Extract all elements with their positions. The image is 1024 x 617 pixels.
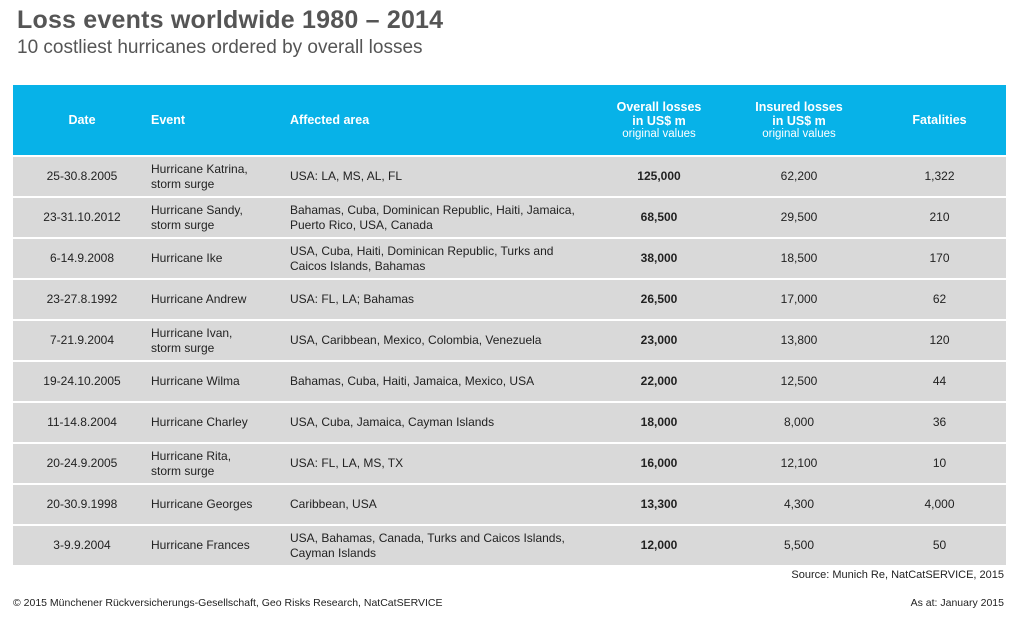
cell-fatalities: 210 xyxy=(873,196,1006,237)
cell-event: Hurricane Frances xyxy=(151,524,290,565)
cell-affected-area: USA: LA, MS, AL, FL xyxy=(290,155,593,196)
cell-event: Hurricane Georges xyxy=(151,483,290,524)
cell-date: 23-27.8.1992 xyxy=(13,278,151,319)
cell-fatalities: 170 xyxy=(873,237,1006,278)
table-row: 23-31.10.2012 Hurricane Sandy, storm surg… xyxy=(13,196,1006,237)
cell-event: Hurricane Katrina, storm surge xyxy=(151,155,290,196)
col-header-affected-area: Affected area xyxy=(290,85,593,155)
cell-affected-area: Caribbean, USA xyxy=(290,483,593,524)
cell-fatalities: 36 xyxy=(873,401,1006,442)
cell-insured-losses: 18,500 xyxy=(725,237,873,278)
cell-overall-losses: 13,300 xyxy=(593,483,725,524)
table-row: 25-30.8.2005 Hurricane Katrina, storm sur… xyxy=(13,155,1006,196)
col-header-event: Event xyxy=(151,85,290,155)
table-row: 23-27.8.1992 Hurricane Andrew USA: FL, L… xyxy=(13,278,1006,319)
table-body: 25-30.8.2005 Hurricane Katrina, storm sur… xyxy=(13,155,1006,565)
col-header-date: Date xyxy=(13,85,151,155)
cell-insured-losses: 12,100 xyxy=(725,442,873,483)
col-header-fatalities: Fatalities xyxy=(873,85,1006,155)
table-row: 11-14.8.2004 Hurricane Charley USA, Cuba… xyxy=(13,401,1006,442)
table-row: 20-30.9.1998 Hurricane Georges Caribbean… xyxy=(13,483,1006,524)
cell-insured-losses: 17,000 xyxy=(725,278,873,319)
cell-event: Hurricane Wilma xyxy=(151,360,290,401)
copyright-footer: © 2015 Münchener Rückversicherungs-Gesel… xyxy=(13,597,443,609)
cell-affected-area: USA, Cuba, Haiti, Dominican Republic, Tu… xyxy=(290,237,593,278)
cell-overall-losses: 12,000 xyxy=(593,524,725,565)
cell-affected-area: USA, Bahamas, Canada, Turks and Caicos I… xyxy=(290,524,593,565)
cell-insured-losses: 13,800 xyxy=(725,319,873,360)
cell-event: Hurricane Ivan, storm surge xyxy=(151,319,290,360)
cell-date: 3-9.9.2004 xyxy=(13,524,151,565)
cell-overall-losses: 18,000 xyxy=(593,401,725,442)
cell-insured-losses: 12,500 xyxy=(725,360,873,401)
cell-event: Hurricane Sandy, storm surge xyxy=(151,196,290,237)
cell-affected-area: Bahamas, Cuba, Dominican Republic, Haiti… xyxy=(290,196,593,237)
cell-event: Hurricane Charley xyxy=(151,401,290,442)
losses-table-container: Date Event Affected area Overall losses … xyxy=(13,85,1006,565)
cell-date: 7-21.9.2004 xyxy=(13,319,151,360)
cell-date: 20-30.9.1998 xyxy=(13,483,151,524)
cell-fatalities: 120 xyxy=(873,319,1006,360)
page-title: Loss events worldwide 1980 – 2014 xyxy=(17,6,444,34)
table-row: 20-24.9.2005 Hurricane Rita, storm surge … xyxy=(13,442,1006,483)
cell-insured-losses: 4,300 xyxy=(725,483,873,524)
cell-affected-area: USA: FL, LA, MS, TX xyxy=(290,442,593,483)
losses-table: Date Event Affected area Overall losses … xyxy=(13,85,1006,565)
cell-date: 19-24.10.2005 xyxy=(13,360,151,401)
cell-event: Hurricane Andrew xyxy=(151,278,290,319)
cell-date: 11-14.8.2004 xyxy=(13,401,151,442)
cell-fatalities: 50 xyxy=(873,524,1006,565)
cell-fatalities: 10 xyxy=(873,442,1006,483)
table-row: 7-21.9.2004 Hurricane Ivan, storm surge U… xyxy=(13,319,1006,360)
as-at-date: As at: January 2015 xyxy=(910,597,1004,609)
cell-overall-losses: 23,000 xyxy=(593,319,725,360)
cell-overall-losses: 16,000 xyxy=(593,442,725,483)
cell-insured-losses: 8,000 xyxy=(725,401,873,442)
cell-date: 23-31.10.2012 xyxy=(13,196,151,237)
cell-affected-area: Bahamas, Cuba, Haiti, Jamaica, Mexico, U… xyxy=(290,360,593,401)
cell-fatalities: 44 xyxy=(873,360,1006,401)
cell-event: Hurricane Rita, storm surge xyxy=(151,442,290,483)
cell-date: 20-24.9.2005 xyxy=(13,442,151,483)
cell-overall-losses: 38,000 xyxy=(593,237,725,278)
cell-overall-losses: 125,000 xyxy=(593,155,725,196)
cell-date: 6-14.9.2008 xyxy=(13,237,151,278)
cell-insured-losses: 5,500 xyxy=(725,524,873,565)
cell-overall-losses: 68,500 xyxy=(593,196,725,237)
cell-overall-losses: 26,500 xyxy=(593,278,725,319)
cell-fatalities: 4,000 xyxy=(873,483,1006,524)
col-header-insured-losses: Insured losses in US$ m original values xyxy=(725,85,873,155)
col-header-overall-losses: Overall losses in US$ m original values xyxy=(593,85,725,155)
table-header: Date Event Affected area Overall losses … xyxy=(13,85,1006,155)
table-row: 3-9.9.2004 Hurricane Frances USA, Bahama… xyxy=(13,524,1006,565)
cell-affected-area: USA: FL, LA; Bahamas xyxy=(290,278,593,319)
cell-fatalities: 62 xyxy=(873,278,1006,319)
page-subtitle: 10 costliest hurricanes ordered by overa… xyxy=(17,37,423,58)
cell-fatalities: 1,322 xyxy=(873,155,1006,196)
cell-date: 25-30.8.2005 xyxy=(13,155,151,196)
header-row: Date Event Affected area Overall losses … xyxy=(13,85,1006,155)
cell-event: Hurricane Ike xyxy=(151,237,290,278)
cell-affected-area: USA, Cuba, Jamaica, Cayman Islands xyxy=(290,401,593,442)
cell-insured-losses: 62,200 xyxy=(725,155,873,196)
cell-overall-losses: 22,000 xyxy=(593,360,725,401)
table-row: 19-24.10.2005 Hurricane Wilma Bahamas, C… xyxy=(13,360,1006,401)
cell-insured-losses: 29,500 xyxy=(725,196,873,237)
cell-affected-area: USA, Caribbean, Mexico, Colombia, Venezu… xyxy=(290,319,593,360)
source-note: Source: Munich Re, NatCatSERVICE, 2015 xyxy=(791,569,1004,581)
table-row: 6-14.9.2008 Hurricane Ike USA, Cuba, Hai… xyxy=(13,237,1006,278)
